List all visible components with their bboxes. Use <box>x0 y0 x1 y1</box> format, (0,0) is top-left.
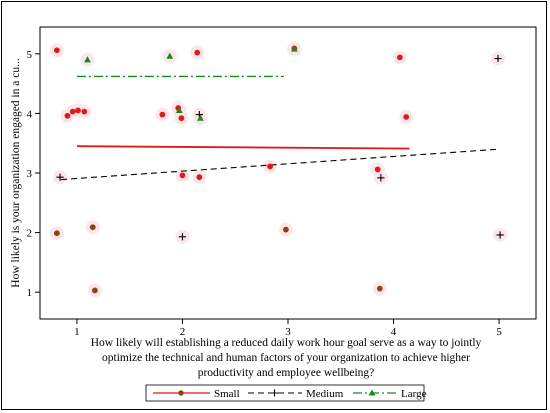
x-tick-label: 1 <box>74 326 80 338</box>
point-large <box>197 114 204 121</box>
y-tick-label: 5 <box>27 49 33 61</box>
marker-shadow-layer <box>49 41 508 298</box>
point-small <box>194 49 201 56</box>
point-large <box>175 106 183 114</box>
point-small <box>81 108 88 115</box>
point-small <box>282 226 289 233</box>
y-tick-label: 1 <box>27 287 33 299</box>
point-small <box>159 111 166 118</box>
fit-line-small <box>76 145 410 150</box>
point-small <box>376 285 383 292</box>
point-large <box>84 56 91 63</box>
legend-label-large: Large <box>401 388 427 400</box>
point-small <box>403 114 410 120</box>
point-medium <box>496 231 504 239</box>
point-small <box>53 230 60 237</box>
point-medium <box>494 54 502 63</box>
legend-swatch-large-marker <box>368 389 376 396</box>
legend-swatch-small-marker <box>178 390 184 396</box>
x-tick-label: 3 <box>285 326 291 338</box>
y-axis-ticks: 1 2 3 4 5 <box>27 49 40 299</box>
point-small <box>374 166 381 173</box>
x-tick-label: 2 <box>180 326 186 338</box>
point-medium <box>178 233 187 241</box>
fit-line-medium <box>61 148 500 181</box>
point-small <box>396 54 403 61</box>
point-small <box>75 107 81 114</box>
legend-label-small: Small <box>214 388 240 400</box>
x-axis-ticks: 1 2 3 4 5 <box>74 319 502 338</box>
point-small <box>89 224 96 231</box>
y-axis-title: How likely is your organization engaged … <box>10 58 22 288</box>
y-tick-label: 4 <box>27 108 33 120</box>
point-medium <box>377 174 385 182</box>
point-small <box>64 112 71 119</box>
legend-item-medium: Medium <box>248 388 344 400</box>
data-points <box>53 45 504 294</box>
x-axis-title-line-2: optimize the technical and human factors… <box>102 352 470 364</box>
legend-label-medium: Medium <box>306 388 344 400</box>
legend-swatch-medium-marker <box>271 389 278 397</box>
x-tick-label: 4 <box>391 326 397 338</box>
plot-area <box>39 26 537 320</box>
point-medium <box>56 173 64 181</box>
legend-item-large: Large <box>353 388 427 400</box>
point-small <box>267 163 273 170</box>
point-small <box>91 287 98 294</box>
x-tick-label: 5 <box>496 326 502 338</box>
point-small <box>179 172 186 179</box>
point-small <box>69 108 76 115</box>
point-small <box>196 174 203 181</box>
x-axis-title-line-1: How likely will establishing a reduced d… <box>91 337 482 349</box>
fit-lines <box>61 75 500 181</box>
legend: Small Medium Large <box>145 384 427 402</box>
point-small <box>53 47 60 54</box>
point-small <box>178 115 185 122</box>
point-large <box>290 45 298 52</box>
y-tick-label: 3 <box>27 168 33 180</box>
x-axis-title-line-3: productivity and employee wellbeing? <box>198 367 375 379</box>
legend-box <box>145 384 425 402</box>
y-tick-label: 2 <box>27 228 33 240</box>
legend-item-small: Small <box>153 388 240 400</box>
point-large <box>166 52 174 59</box>
